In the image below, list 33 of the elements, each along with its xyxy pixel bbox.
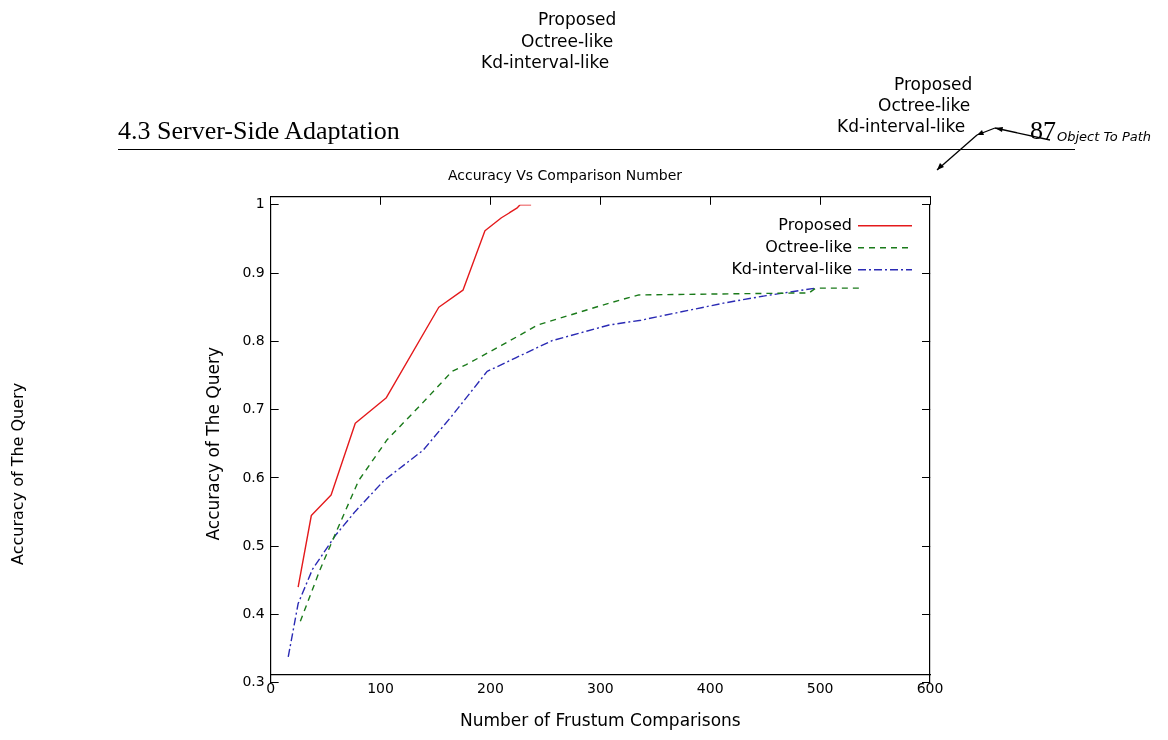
text: Accuracy of The Query [8, 382, 27, 565]
x-tick-label: 0 [266, 679, 276, 696]
line-series [299, 287, 862, 623]
x-tick-label: 100 [367, 679, 394, 696]
chart-title: Accuracy Vs Comparison Number [447, 167, 683, 184]
x-axis-title: Number of Frustum Comparisons [459, 710, 741, 731]
y-axis-title: Accuracy of The Query [202, 347, 223, 541]
y-tick-label: 0.4 [242, 605, 265, 622]
text: Kd-interval-like [481, 52, 610, 72]
line-series [287, 287, 817, 658]
legend-label: Proposed [778, 214, 852, 234]
x-tick-label: 200 [477, 679, 504, 696]
x-tick-label: 300 [586, 679, 614, 696]
x-tick-label: 400 [696, 679, 724, 696]
text: Object To Path [1057, 129, 1152, 144]
y-tick-label: 1 [255, 195, 265, 212]
legend-label: Octree-like [765, 236, 852, 256]
text: Octree-like [878, 95, 971, 115]
y-tick-label: 0.9 [242, 263, 265, 280]
x-tick-label: 500 [806, 679, 834, 696]
legend-label: Kd-interval-like [731, 258, 852, 278]
x-tick-label: 600 [916, 679, 944, 696]
text: 87 [1030, 116, 1056, 146]
y-tick-label: 0.3 [242, 673, 265, 690]
y-tick-label: 0.5 [242, 536, 265, 553]
text: Kd-interval-like [837, 116, 966, 136]
text: Proposed [538, 9, 617, 29]
text: Octree-like [521, 31, 614, 51]
text: Proposed [894, 74, 973, 94]
text: 4.3 Server-Side Adaptation [118, 116, 400, 146]
y-tick-label: 0.6 [242, 468, 265, 485]
y-tick-label: 0.7 [242, 400, 265, 417]
y-tick-label: 0.8 [242, 332, 265, 349]
